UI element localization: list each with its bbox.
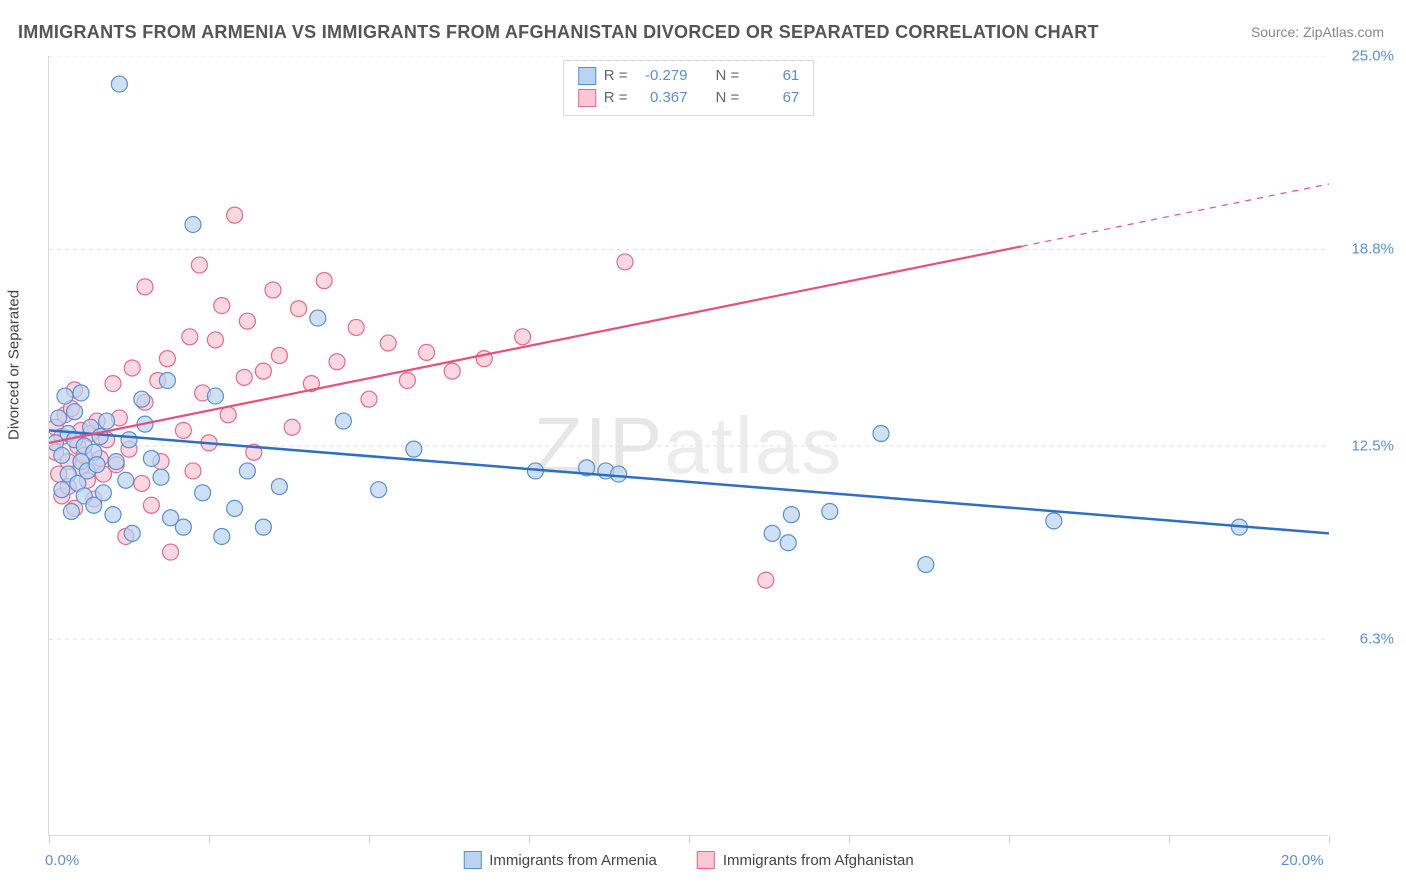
- legend-item-afghanistan: Immigrants from Afghanistan: [697, 851, 914, 869]
- y-tick-label: 18.8%: [1351, 241, 1394, 258]
- stat-n-armenia: 61: [747, 65, 799, 87]
- x-tick: [1009, 835, 1010, 843]
- swatch-armenia: [578, 67, 596, 85]
- chart-area: ZIPatlas R = -0.279 N = 61 R = 0.367 N =…: [48, 56, 1328, 836]
- y-tick-label: 25.0%: [1351, 48, 1394, 65]
- stat-row-afghanistan: R = 0.367 N = 67: [578, 87, 800, 109]
- x-tick: [689, 835, 690, 843]
- x-tick: [49, 835, 50, 843]
- legend-swatch-afghanistan: [697, 851, 715, 869]
- y-tick-label: 12.5%: [1351, 438, 1394, 455]
- x-tick: [369, 835, 370, 843]
- stat-r-label: R =: [604, 65, 628, 87]
- x-tick: [529, 835, 530, 843]
- legend-label-afghanistan: Immigrants from Afghanistan: [723, 852, 914, 869]
- y-tick-label: 6.3%: [1360, 631, 1394, 648]
- x-tick: [209, 835, 210, 843]
- legend-item-armenia: Immigrants from Armenia: [463, 851, 657, 869]
- source-label: Source: ZipAtlas.com: [1251, 24, 1384, 40]
- stat-r-afghanistan: 0.367: [636, 87, 688, 109]
- legend-swatch-armenia: [463, 851, 481, 869]
- x-tick: [1169, 835, 1170, 843]
- legend-label-armenia: Immigrants from Armenia: [489, 852, 657, 869]
- stat-n-afghanistan: 67: [747, 87, 799, 109]
- correlation-stats-box: R = -0.279 N = 61 R = 0.367 N = 67: [563, 60, 815, 116]
- y-axis-label: Divorced or Separated: [6, 290, 23, 440]
- stat-n-label: N =: [716, 65, 740, 87]
- x-tick: [849, 835, 850, 843]
- stat-r-label: R =: [604, 87, 628, 109]
- x-tick-label: 0.0%: [45, 852, 79, 869]
- bottom-legend: Immigrants from Armenia Immigrants from …: [463, 851, 913, 869]
- scatter-plot-svg: [49, 56, 1329, 836]
- x-tick: [1329, 835, 1330, 843]
- x-tick-label: 20.0%: [1281, 852, 1324, 869]
- swatch-afghanistan: [578, 89, 596, 107]
- stat-r-armenia: -0.279: [636, 65, 688, 87]
- chart-title: IMMIGRANTS FROM ARMENIA VS IMMIGRANTS FR…: [18, 22, 1099, 43]
- stat-row-armenia: R = -0.279 N = 61: [578, 65, 800, 87]
- stat-n-label: N =: [716, 87, 740, 109]
